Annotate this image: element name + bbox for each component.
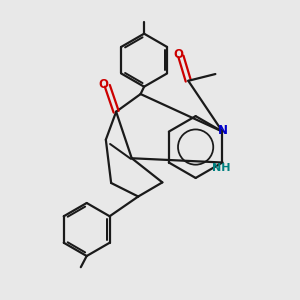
Text: O: O xyxy=(99,78,109,91)
Text: NH: NH xyxy=(212,163,230,173)
Text: O: O xyxy=(173,47,183,61)
Text: N: N xyxy=(218,124,228,136)
